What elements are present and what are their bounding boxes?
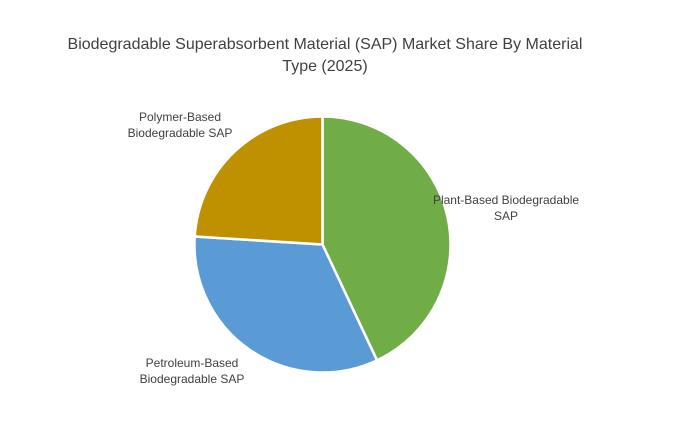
- slice-label-plant-based: Plant-Based Biodegradable SAP: [432, 193, 580, 223]
- slice-label-polymer-based: Polymer-Based Biodegradable SAP: [127, 110, 233, 140]
- pie-slice-petroleum-based: [193, 235, 379, 374]
- pie-slices: [193, 115, 452, 374]
- pie-slice-plant-based: [321, 115, 452, 362]
- chart-title: Biodegradable Superabsorbent Material (S…: [67, 36, 583, 75]
- slice-label-petroleum-based: Petroleum-Based Biodegradable SAP: [139, 356, 245, 386]
- pie-slice-polymer-based: [193, 115, 324, 246]
